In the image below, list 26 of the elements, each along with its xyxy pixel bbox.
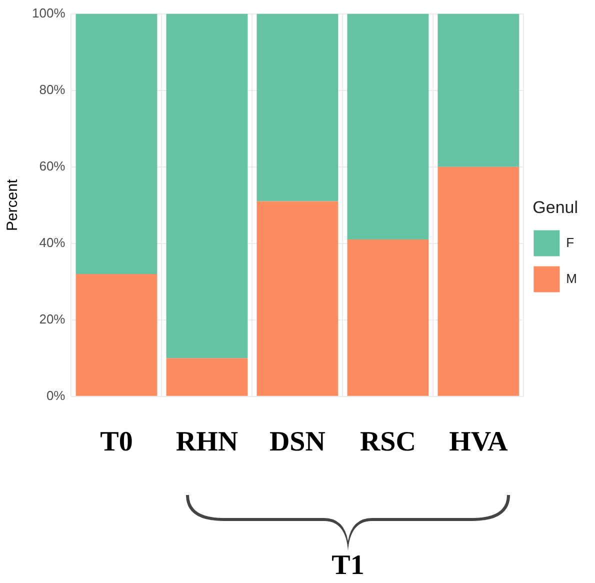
y-axis-title: Percent bbox=[4, 178, 22, 231]
bar bbox=[347, 14, 429, 240]
bar bbox=[347, 240, 429, 396]
bar bbox=[76, 274, 158, 396]
legend-label: M bbox=[566, 270, 578, 286]
text: T1 bbox=[330, 550, 366, 582]
x-tick-label: RHN bbox=[176, 426, 238, 458]
legend-label: F bbox=[566, 234, 574, 250]
bar bbox=[166, 14, 248, 358]
bar bbox=[256, 201, 338, 396]
x-tick-label: DSN bbox=[269, 426, 326, 458]
bar bbox=[256, 14, 338, 202]
x-tick-label: RSC bbox=[360, 426, 416, 458]
y-tick-label: 100% bbox=[32, 5, 66, 20]
legend-title: Genul bbox=[532, 198, 578, 217]
bar bbox=[438, 166, 520, 396]
y-tick-label: 20% bbox=[39, 311, 66, 326]
x-tick-label: HVA bbox=[449, 426, 509, 458]
y-tick-label: 0% bbox=[46, 388, 66, 403]
y-tick-label: 60% bbox=[39, 158, 66, 174]
y-tick-label: 80% bbox=[39, 82, 66, 97]
bar bbox=[76, 14, 158, 274]
bar bbox=[166, 358, 248, 396]
x-tick-label: T0 bbox=[100, 426, 133, 458]
bar bbox=[438, 14, 520, 167]
y-tick-label: 40% bbox=[39, 234, 66, 250]
